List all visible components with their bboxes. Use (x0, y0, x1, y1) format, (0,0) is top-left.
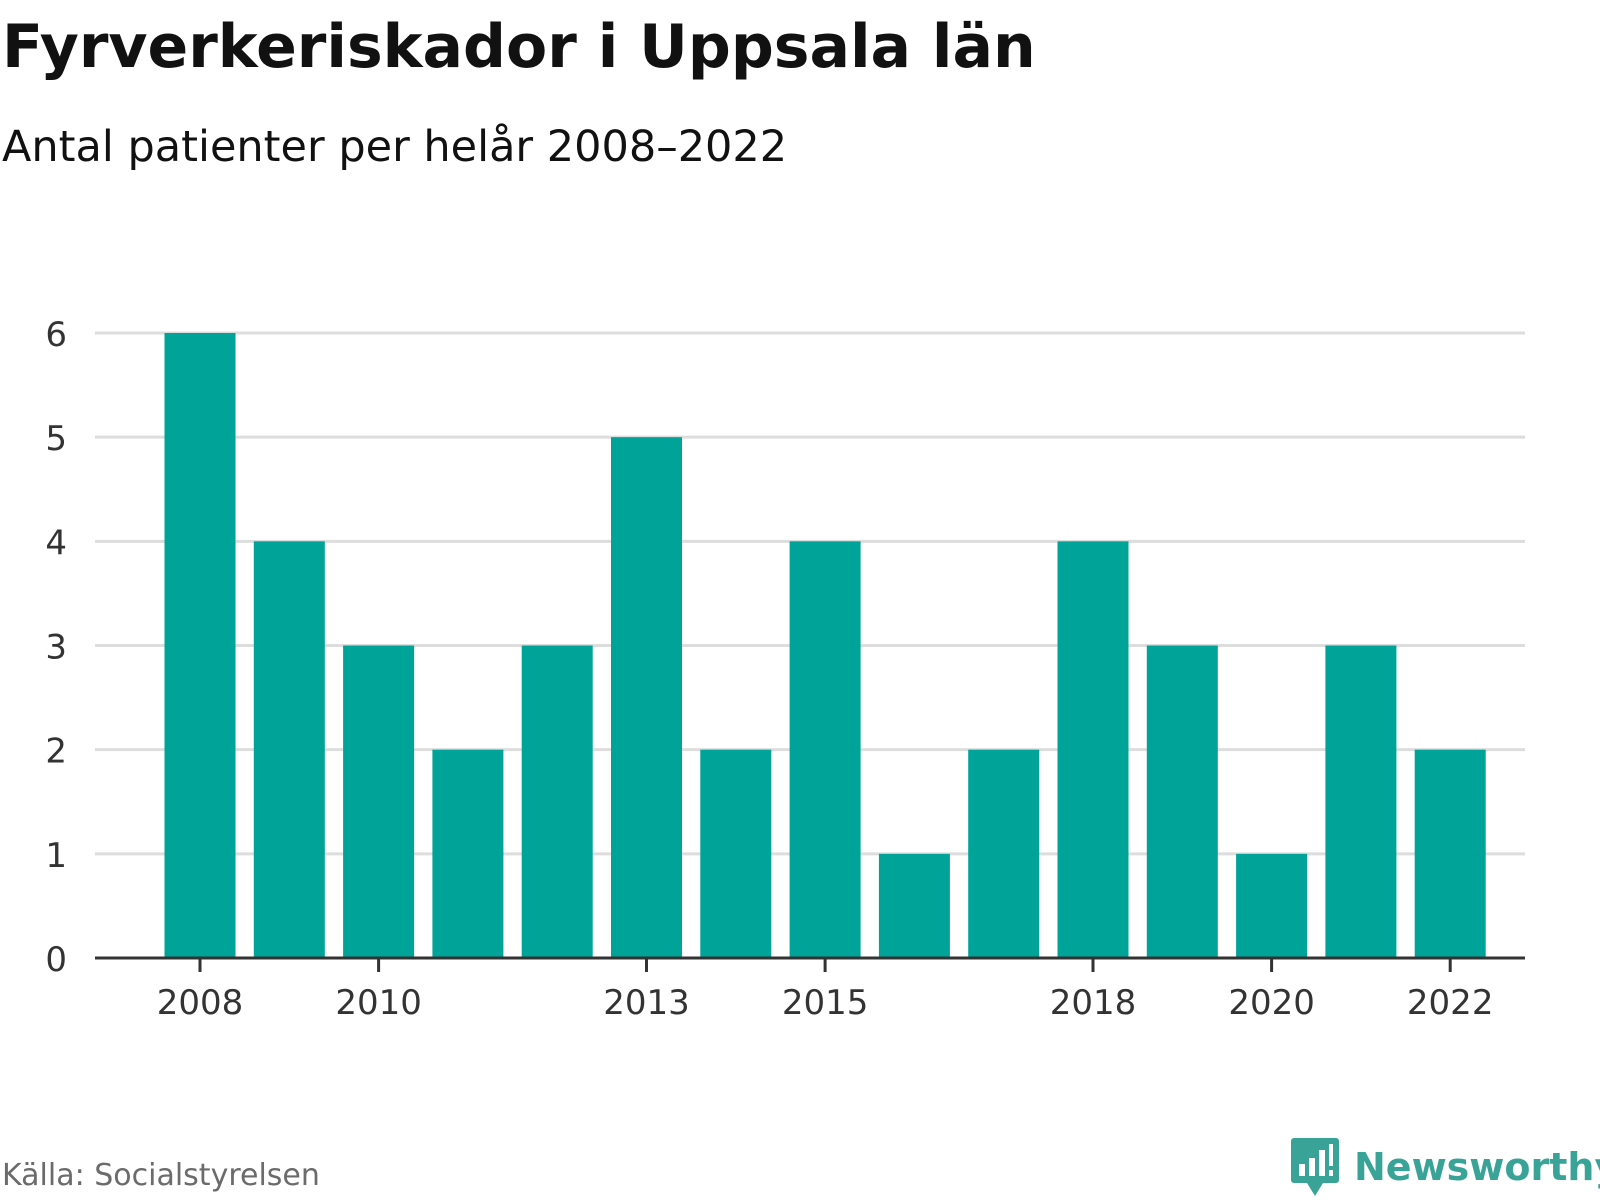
bar-2018 (1057, 541, 1129, 958)
source-note: Källa: Socialstyrelsen (2, 1158, 320, 1193)
bar-2015 (789, 541, 861, 958)
x-tick-label: 2022 (1407, 983, 1494, 1023)
x-tick-label: 2013 (603, 983, 690, 1023)
bar-2017 (968, 749, 1040, 958)
bar-2013 (611, 437, 682, 959)
y-tick-label: 1 (45, 836, 67, 876)
newsworthy-logo-icon (1291, 1138, 1339, 1196)
bar-2011 (432, 749, 504, 958)
y-tick-label: 0 (45, 940, 67, 980)
bar-2019 (1146, 645, 1218, 958)
brand-logo: Newsworthy (1290, 1136, 1600, 1198)
bar-2020 (1236, 853, 1308, 958)
brand-name: Newsworthy (1354, 1145, 1600, 1189)
x-tick-label: 2015 (782, 983, 869, 1023)
bar-chart: 0 1 2 3 4 5 6 2008 2010 2013 2015 2018 2020 2022 (45, 315, 1525, 1023)
bar-2008 (164, 333, 236, 958)
y-tick-label: 2 (45, 732, 67, 772)
bar-2012 (521, 645, 593, 958)
y-tick-label: 3 (45, 628, 67, 668)
bar-2021 (1325, 645, 1397, 958)
x-tick-label: 2018 (1050, 983, 1137, 1023)
x-tick-label: 2008 (157, 983, 244, 1023)
bar-2014 (700, 749, 772, 958)
chart-title: Fyrverkeriskador i Uppsala län (2, 12, 1036, 82)
bar-2016 (878, 853, 950, 958)
bar-2022 (1414, 749, 1486, 958)
x-tick-label: 2020 (1228, 983, 1315, 1023)
y-tick-label: 5 (45, 419, 67, 459)
x-tick-label: 2010 (335, 983, 422, 1023)
bar-2010 (343, 645, 415, 958)
bar-2009 (253, 541, 325, 958)
chart-subtitle: Antal patienter per helår 2008–2022 (2, 122, 788, 172)
y-tick-label: 6 (45, 315, 67, 355)
y-tick-label: 4 (45, 523, 67, 563)
